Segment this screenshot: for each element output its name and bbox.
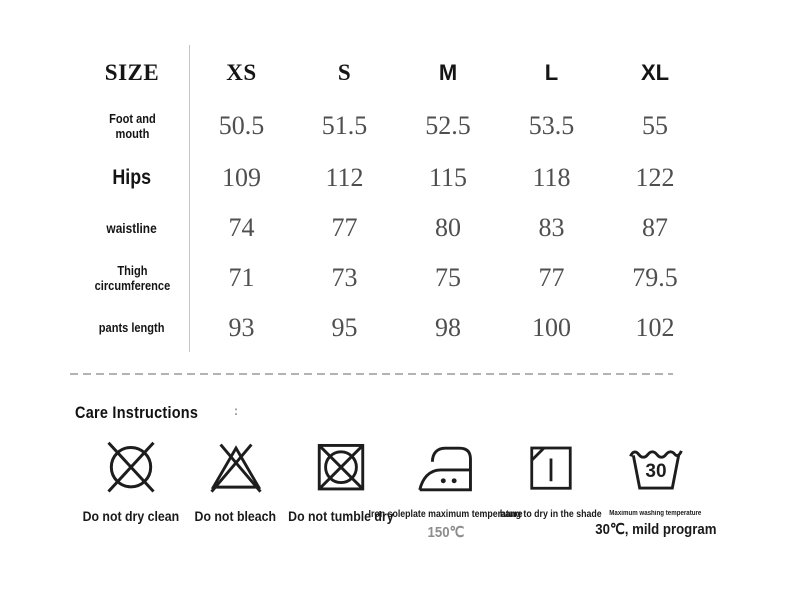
care-item-wash-30-mild: 30 Maximum washing temperature 30℃, mild… [595, 438, 716, 541]
size-value: 112 [325, 162, 364, 192]
size-value: 50.5 [218, 111, 265, 140]
care-instructions-title: Care Instructions [75, 403, 199, 422]
size-value: 77 [538, 263, 565, 292]
row-label-foot-and-mouth: Foot and mouth [75, 100, 190, 152]
row-label-thigh-circumference: Thigh circumference [75, 253, 190, 303]
do-not-bleach-icon [209, 443, 262, 493]
care-item-hang-dry-shade: hang to dry in the shade [498, 438, 603, 541]
size-header-xl: XL [640, 59, 670, 85]
row-label-text: waistline [106, 220, 158, 236]
size-value: 109 [222, 162, 261, 192]
size-value: 122 [635, 162, 675, 192]
care-icons-row: Do not dry clean Do not bleach [78, 438, 716, 541]
size-value: 55 [642, 111, 668, 140]
size-header-m: M [438, 59, 458, 85]
row-label-waistline: waistline [75, 203, 190, 253]
size-value: 87 [642, 213, 668, 242]
icon-box [523, 438, 579, 500]
size-value: 83 [538, 213, 565, 242]
size-value: 95 [331, 312, 358, 342]
size-value: 52.5 [425, 111, 471, 140]
do-not-dry-clean-icon [106, 441, 155, 493]
care-item-iron-max-temperature: Iron soleplate maximum temperature 150℃ [368, 438, 523, 541]
size-value: 102 [635, 312, 675, 342]
care-item-do-not-tumble-dry: Do not tumble dry [288, 438, 393, 541]
care-small-label: Maximum washing temperature [609, 510, 702, 517]
size-value: 80 [435, 213, 461, 242]
icon-box [417, 438, 475, 500]
row-label-text: Thigh circumference [94, 263, 170, 293]
size-header-l: L [544, 59, 559, 85]
size-value: 115 [428, 162, 468, 192]
care-item-do-not-dry-clean: Do not dry clean [78, 438, 183, 541]
care-item-do-not-bleach: Do not bleach [183, 438, 288, 541]
iron-icon [417, 446, 472, 492]
wash-temperature-number: 30 [645, 461, 666, 482]
size-table-corner-header: SIZE [75, 45, 190, 100]
care-label: 30℃, mild program [594, 521, 717, 538]
iron-temperature-label: 150℃ [427, 524, 464, 541]
size-value: 53.5 [528, 111, 575, 140]
size-value: 118 [532, 162, 571, 192]
care-instructions-colon: : [233, 403, 239, 418]
care-label: Do not bleach [194, 508, 277, 524]
icon-box [101, 438, 161, 500]
size-value: 77 [331, 213, 358, 242]
size-value: 79.5 [632, 263, 678, 292]
row-label-text: Foot and mouth [108, 111, 156, 141]
size-header-s: S [337, 59, 352, 85]
size-table: SIZE XS S M L XL Foot and mouth 50.5 51.… [75, 45, 707, 352]
care-label: Do not dry clean [82, 508, 179, 524]
care-instructions-heading: Care Instructions : [75, 403, 238, 423]
do-not-tumble-dry-icon [317, 443, 364, 491]
size-value: 71 [228, 263, 255, 292]
row-label-text: Hips [112, 165, 152, 189]
size-header-xs: XS [226, 59, 257, 85]
icon-box [312, 438, 370, 500]
care-label: hang to dry in the shade [499, 509, 602, 520]
care-label: Do not tumble dry [287, 508, 394, 524]
size-value: 75 [435, 263, 461, 292]
size-value: 74 [228, 213, 255, 242]
size-value: 51.5 [321, 111, 368, 140]
size-value: 98 [435, 312, 461, 342]
dashed-divider [70, 373, 673, 375]
row-label-hips: Hips [75, 152, 190, 203]
care-label: Iron soleplate maximum temperature [368, 509, 523, 520]
icon-box: 30 [627, 438, 685, 500]
row-label-pants-length: pants length [75, 303, 190, 352]
size-value: 73 [331, 263, 358, 292]
size-value: 100 [532, 312, 571, 342]
hang-dry-shade-icon [529, 446, 572, 490]
icon-box [207, 438, 265, 500]
size-value: 93 [228, 312, 255, 342]
row-label-text: pants length [99, 320, 165, 335]
wash-30-icon: 30 [628, 450, 683, 490]
